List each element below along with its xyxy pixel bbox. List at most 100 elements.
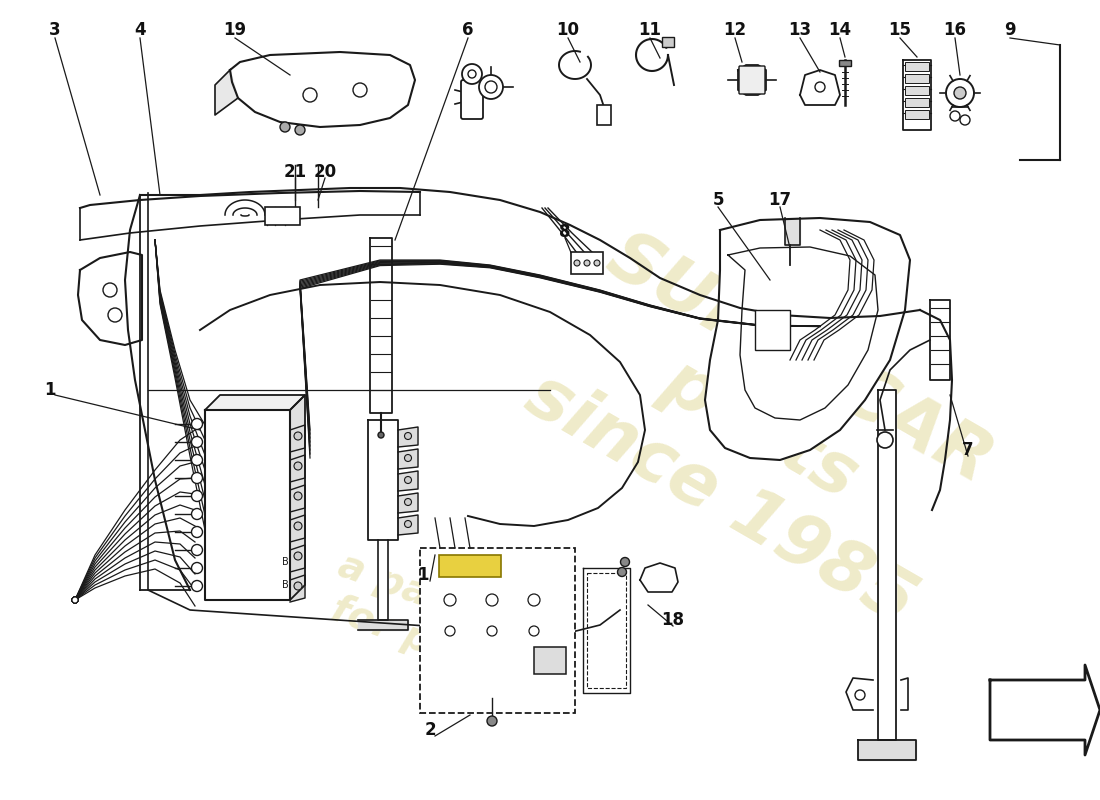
Circle shape [294,522,302,530]
FancyBboxPatch shape [905,86,930,95]
Circle shape [191,437,202,447]
Circle shape [295,125,305,135]
Polygon shape [434,588,465,613]
Circle shape [462,64,482,84]
Polygon shape [990,665,1100,755]
Circle shape [378,432,384,438]
Polygon shape [398,427,418,447]
Circle shape [444,594,456,606]
Text: 8: 8 [559,223,571,241]
Circle shape [72,597,78,603]
Text: 18: 18 [661,611,684,629]
FancyBboxPatch shape [839,60,851,66]
FancyBboxPatch shape [905,110,930,119]
Polygon shape [800,70,840,105]
Circle shape [960,115,970,125]
Circle shape [405,477,411,483]
Circle shape [486,594,498,606]
Circle shape [103,283,117,297]
Polygon shape [903,60,931,130]
Text: 7: 7 [962,441,974,459]
FancyBboxPatch shape [597,105,611,125]
FancyBboxPatch shape [755,310,790,350]
Circle shape [72,597,78,603]
Circle shape [294,552,302,560]
Circle shape [294,582,302,590]
Polygon shape [290,575,305,602]
Circle shape [405,433,411,439]
Polygon shape [378,540,388,620]
Polygon shape [368,420,398,540]
Text: 13: 13 [789,21,812,39]
FancyBboxPatch shape [534,647,566,674]
Circle shape [405,454,411,462]
Circle shape [72,597,78,603]
Circle shape [478,75,503,99]
Circle shape [487,626,497,636]
FancyBboxPatch shape [905,98,930,107]
Circle shape [72,597,78,603]
Circle shape [72,597,78,603]
Circle shape [855,690,865,700]
Circle shape [584,260,590,266]
Polygon shape [290,485,305,512]
Circle shape [487,716,497,726]
Polygon shape [290,395,305,600]
Polygon shape [477,588,507,613]
Polygon shape [214,70,238,115]
Circle shape [72,597,78,603]
Text: 10: 10 [557,21,580,39]
Text: 19: 19 [223,21,246,39]
Circle shape [191,526,202,538]
Circle shape [294,492,302,500]
Polygon shape [398,471,418,491]
Circle shape [72,597,78,603]
Circle shape [446,626,455,636]
Circle shape [72,597,78,603]
Text: 11: 11 [638,21,661,39]
Polygon shape [290,515,305,542]
Circle shape [191,581,202,591]
Circle shape [574,260,580,266]
FancyBboxPatch shape [439,555,500,577]
Text: 9: 9 [1004,21,1015,39]
Circle shape [72,597,78,603]
Polygon shape [398,449,418,469]
Polygon shape [878,390,896,740]
Circle shape [191,545,202,555]
Circle shape [191,418,202,430]
FancyBboxPatch shape [905,62,930,71]
Circle shape [954,87,966,99]
Polygon shape [290,545,305,572]
Text: 14: 14 [828,21,851,39]
Circle shape [191,562,202,574]
Circle shape [280,122,290,132]
Polygon shape [205,395,305,410]
Polygon shape [738,65,766,95]
Text: 4: 4 [134,21,146,39]
FancyBboxPatch shape [905,74,930,83]
Text: 5: 5 [713,191,724,209]
Circle shape [191,509,202,519]
Circle shape [72,597,78,603]
Circle shape [72,597,78,603]
Circle shape [468,70,476,78]
Text: 1: 1 [44,381,56,399]
Circle shape [528,594,540,606]
Polygon shape [230,52,415,127]
Circle shape [353,83,367,97]
Text: a passion
for parts: a passion for parts [318,546,541,694]
FancyBboxPatch shape [265,207,300,225]
Text: B: B [282,580,288,590]
Text: 6: 6 [462,21,474,39]
Text: 15: 15 [889,21,912,39]
Circle shape [72,597,78,603]
Circle shape [620,558,629,566]
Polygon shape [519,620,549,643]
Circle shape [617,567,627,577]
Polygon shape [640,563,678,592]
Circle shape [294,432,302,440]
Polygon shape [398,493,418,513]
Circle shape [950,111,960,121]
Text: 1: 1 [417,566,429,584]
